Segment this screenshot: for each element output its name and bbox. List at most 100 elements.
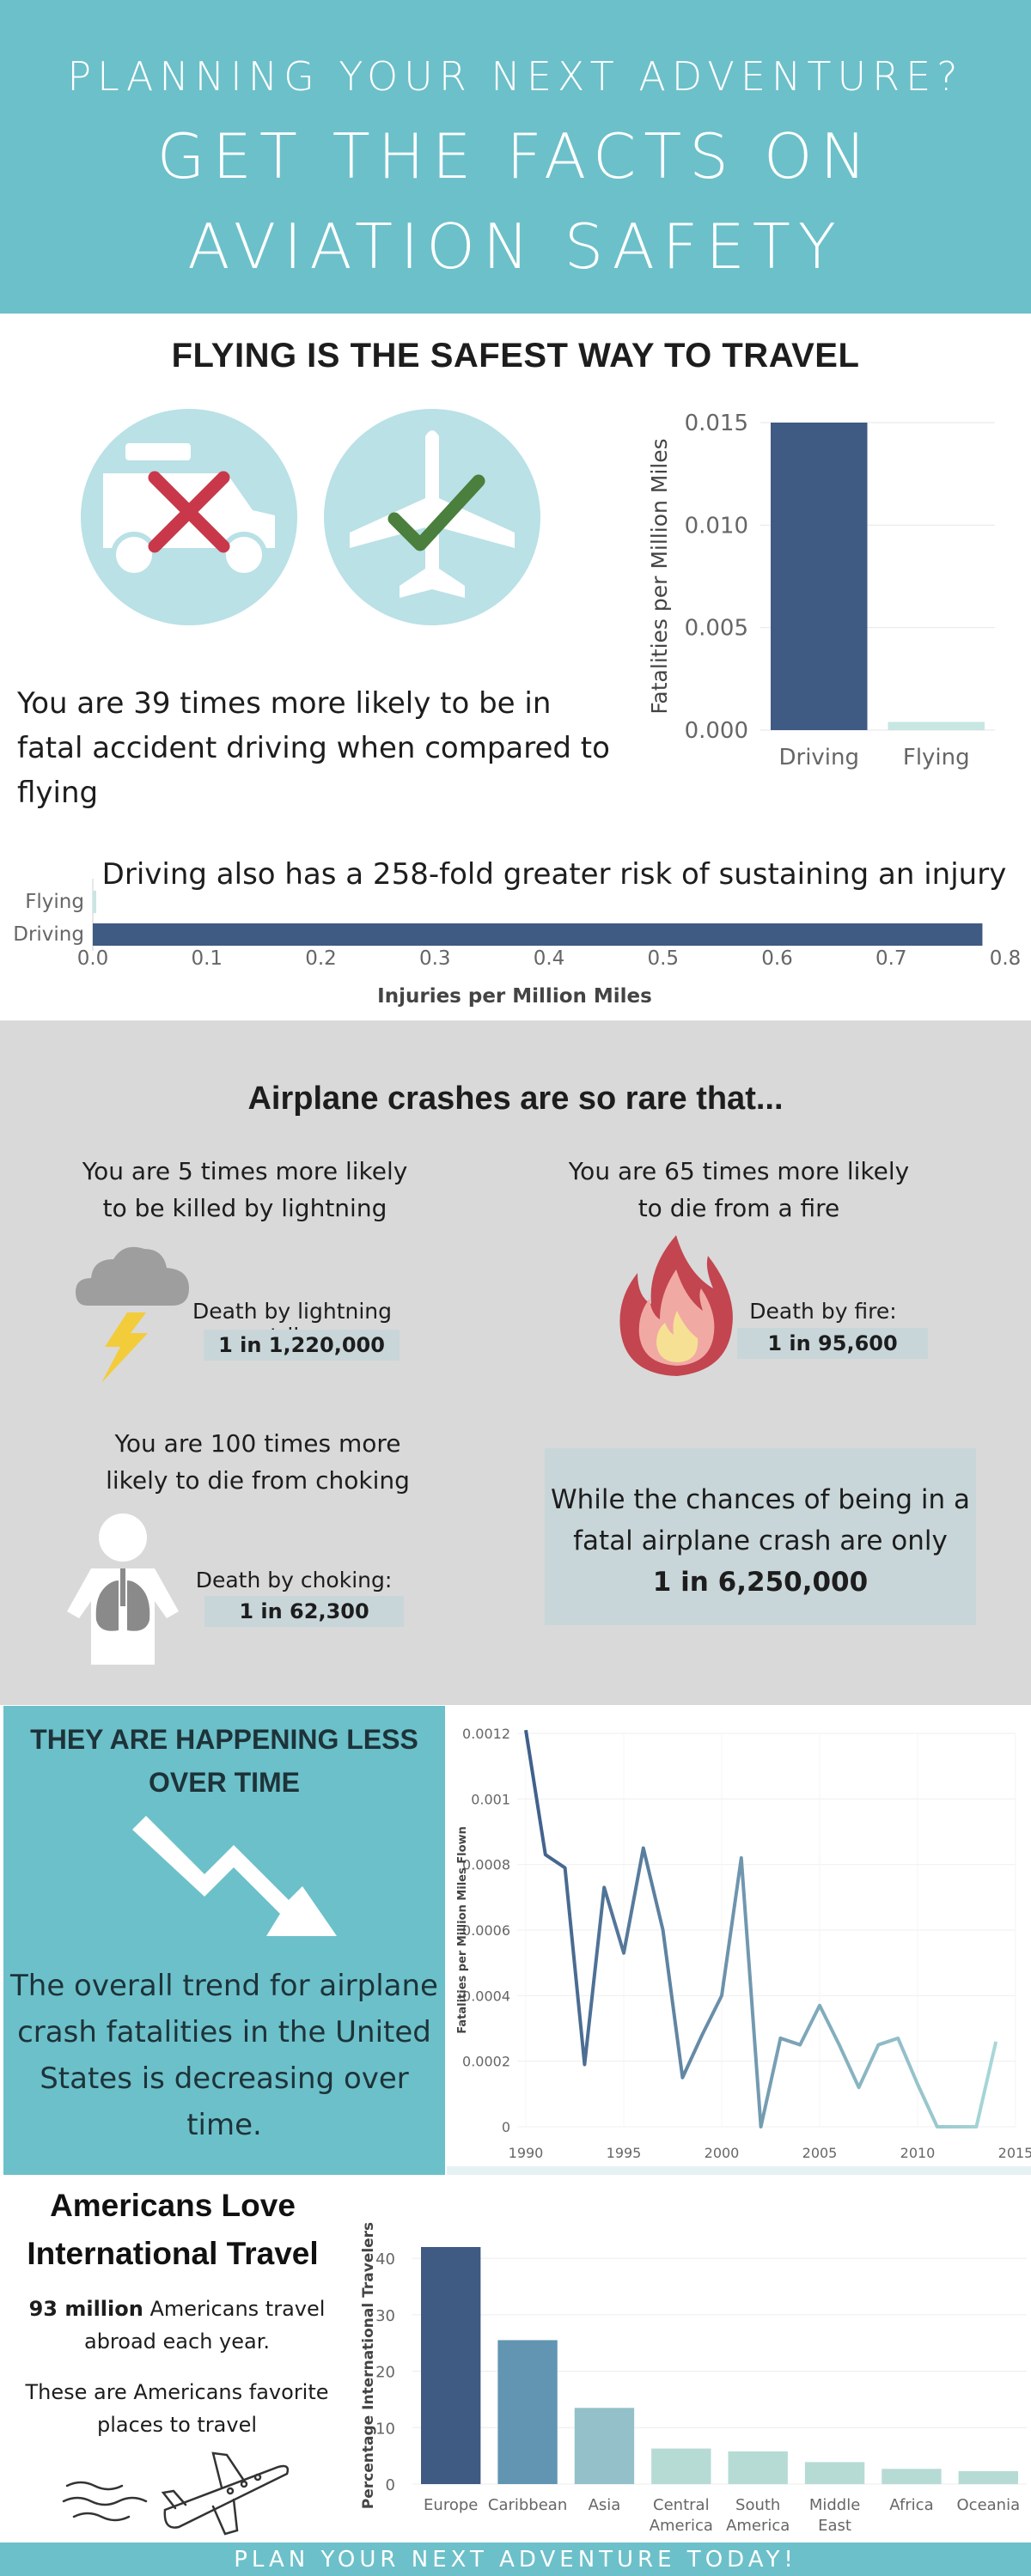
y-tick-label: 0 [502,2119,510,2135]
y-tick-label: 40 [375,2250,395,2268]
destinations-bar-chart: 0 10 20 30 40 Europe Caribbean Asia Central Ameri… [360,2222,1027,2535]
bar-central-america [651,2448,711,2484]
injury-annotation: Driving also has a 258-fold greater risk… [102,857,1007,892]
x-tick-label: 0.6 [761,947,793,970]
x-tick-label: Asia [589,2496,621,2514]
bar-europe [421,2247,481,2484]
x-tick-label: 2010 [900,2145,936,2161]
car-circle [81,409,297,625]
check-icon [387,474,485,551]
x-tick-label: 0.3 [419,947,451,970]
travel-favorites-text: These are Americans favorite places to t… [25,2380,329,2437]
y-axis-label: Percentage International Travelers [360,2222,377,2509]
bar-south-america [728,2451,788,2484]
bar-caribbean [497,2340,558,2484]
lightning-text: You are 5 times more likely to be killed… [82,1157,408,1222]
trend-panel [3,1706,445,2175]
y-axis-label: Fatalities per Million Miles [647,438,672,714]
x-tick-label: 0.0 [77,947,109,970]
x-tick-label: 1995 [607,2145,642,2161]
x-tick-label: America [726,2517,790,2535]
bar-africa [882,2469,942,2484]
airplane-icon [350,430,515,598]
bar-flying [93,891,96,913]
x-tick-label: 0.4 [534,947,565,970]
x-tick-label: East [818,2517,851,2535]
down-trend-arrow-icon [132,1816,337,1936]
bar-driving [93,923,983,946]
x-tick-label: 1990 [509,2145,544,2161]
choking-odds-badge: 1 in 62,300 [204,1596,404,1627]
x-tick-label: 0.7 [875,947,907,970]
bar-driving [771,423,868,730]
y-tick-label: 0.015 [685,411,748,436]
y-tick-label: 0.0006 [462,1922,510,1939]
y-tick-label: 0.005 [685,616,748,642]
chart-scrollbar [447,2166,1031,2175]
y-tick-label: 0.0008 [462,1857,510,1873]
x-tick-label: America [650,2517,713,2535]
crash-odds-value: 1 in 6,250,000 [652,1567,869,1598]
x-tick-label: Africa [889,2496,933,2514]
airplane-sketch-icon [62,2451,290,2536]
chart-background [447,1706,1031,2178]
x-tick-label: 0.5 [647,947,679,970]
footer-banner [0,2543,1031,2576]
x-tick-label: 0.2 [305,947,337,970]
trend-text: The overall trend for airplane crash fat… [10,1969,438,2142]
rare-title: Airplane crashes are so rare that... [247,1081,784,1117]
y-tick-label: 0 [386,2476,395,2494]
crash-odds-sentence: While the chances of being in a fatal ai… [550,1484,971,1556]
x-tick-label: 0.8 [990,947,1022,970]
choking-text: You are 100 times more likely to die fro… [106,1429,410,1495]
fatalities-bar-chart: 0.000 0.005 0.010 0.015 Driving Flying Fatalit… [647,411,995,770]
y-tick-label: 0.0002 [462,2054,510,2070]
y-tick-label: 0.000 [685,718,748,744]
safest-title: FLYING IS THE SAFEST WAY TO TRAVEL [171,337,860,375]
y-tick-label: Flying [25,891,84,913]
crash-odds-text: While the chances of being in a fatal ai… [545,1479,976,1603]
header-banner [0,0,1031,314]
travel-stat: 93 million Americans travel abroad each … [9,2293,345,2358]
x-tick-label: 2005 [802,2145,838,2161]
fatalities-trend-line-chart: 0 0.0002 0.0004 0.0006 0.0008 0.001 0.0012 1990… [447,1706,1031,2178]
x-tick-label: Oceania [957,2496,1021,2514]
footer-text: PLAN YOUR NEXT ADVENTURE TODAY! [234,2547,797,2573]
trend-title: THEY ARE HAPPENING LESS OVER TIME [30,1724,418,1798]
x-tick-label: 0.1 [191,947,223,970]
x-tick-label: Flying [903,745,970,770]
bar-flying [888,722,985,730]
header-subtitle: PLANNING YOUR NEXT ADVENTURE? [67,53,964,100]
fatality-comparison-text: You are 39 times more likely to be in fa… [17,686,610,810]
cross-icon [148,471,230,553]
bar-asia [574,2408,635,2484]
fire-icon [619,1235,733,1376]
x-tick-label: Caribbean [488,2496,567,2514]
fire-odds-badge: 1 in 95,600 [737,1328,928,1359]
x-tick-label: Central [653,2496,710,2514]
x-tick-label: South [735,2496,780,2514]
travel-stat-rest: Americans travel abroad each year. [83,2297,326,2354]
header-title-line1: GET THE FACTS ON [156,120,875,192]
bar-middle-east [804,2462,865,2484]
y-tick-label: 0.001 [471,1791,510,1807]
x-tick-label: 2000 [705,2145,740,2161]
y-axis-label: Fatalities per Million Miles Flown [456,1826,469,2034]
x-axis-label: Injuries per Million Miles [377,985,652,1008]
person-lungs-icon [67,1513,179,1665]
y-tick-label: Driving [13,923,84,946]
travel-title: Americans Love International Travel [27,2188,319,2271]
x-tick-label: 2015 [998,2145,1031,2161]
x-tick-label: Europe [424,2496,478,2514]
fire-label: Death by fire: [749,1299,897,1324]
y-tick-label: 0.0004 [462,1988,510,2004]
plane-circle [324,409,540,625]
y-tick-label: 0.010 [685,513,748,539]
x-tick-label: Middle [809,2496,860,2514]
y-tick-label: 20 [375,2364,395,2382]
header-title-line2: AVIATION SAFETY [187,210,844,283]
choking-label: Death by choking: [195,1568,393,1592]
fire-text: You are 65 times more likely to die from… [568,1157,910,1222]
y-tick-label: 30 [375,2307,395,2325]
